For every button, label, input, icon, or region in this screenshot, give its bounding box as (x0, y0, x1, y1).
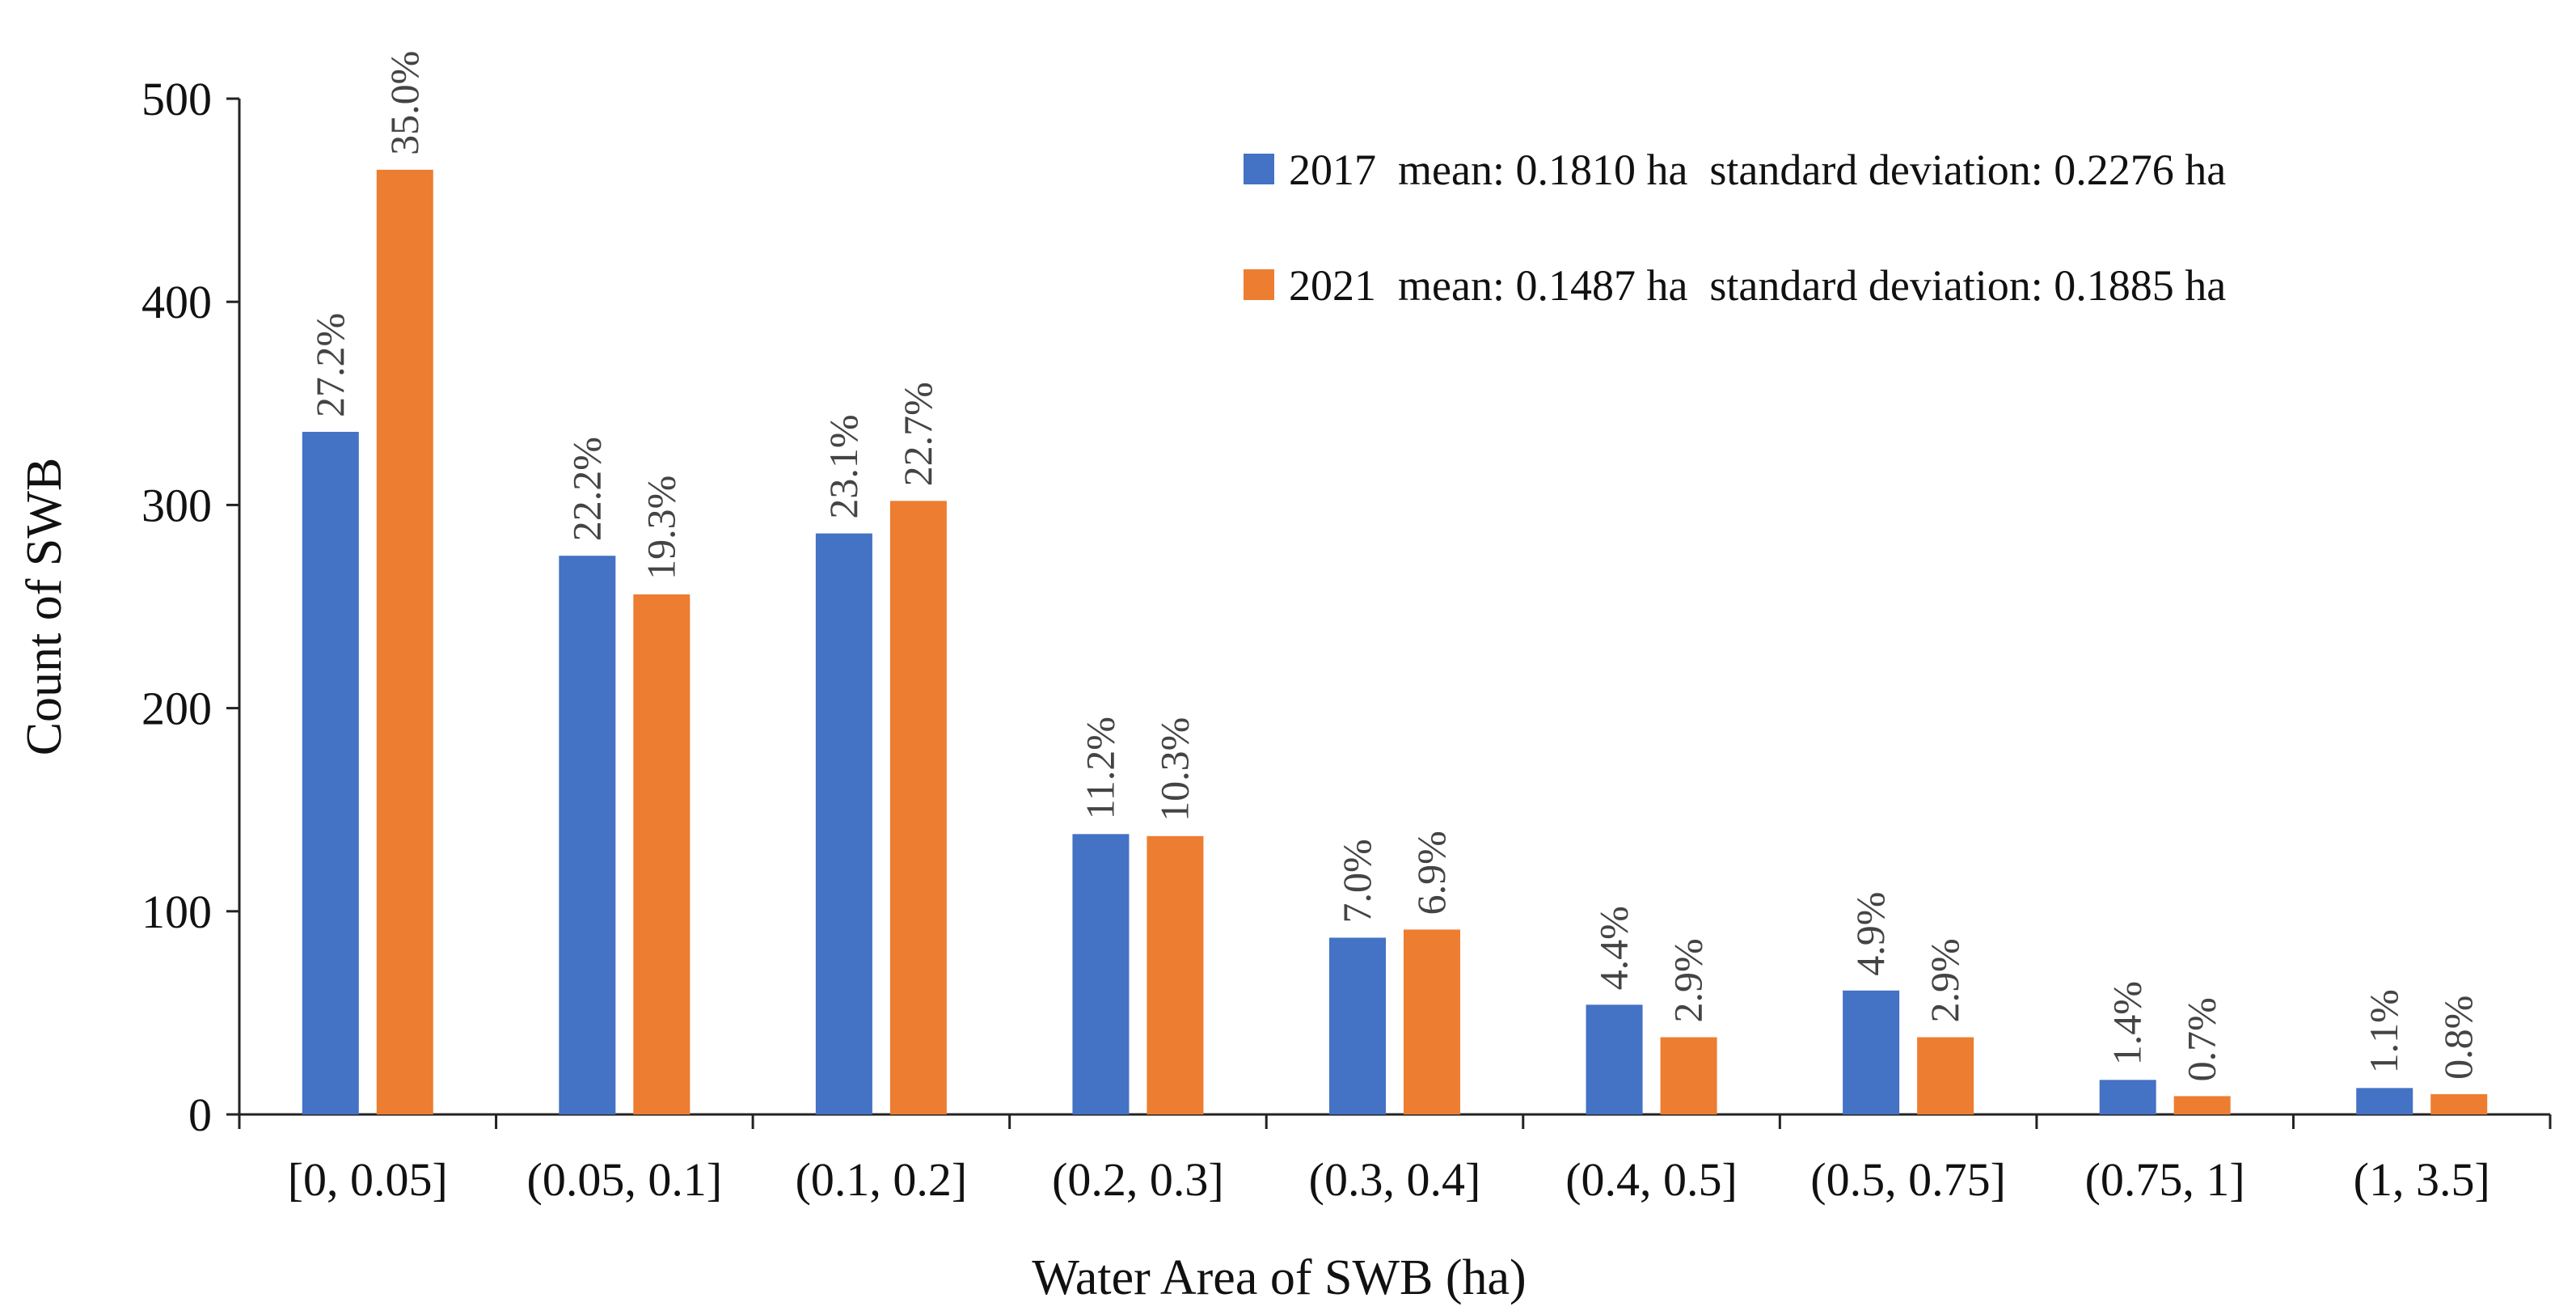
bar-2017-0 (302, 431, 359, 1114)
legend-label-2021: 2021 mean: 0.1487 ha standard deviation:… (1289, 261, 2226, 310)
y-axis-title: Count of SWB (17, 458, 72, 756)
legend-swatch-2021 (1244, 269, 1274, 300)
bar-2021-2 (889, 501, 947, 1114)
bar-2021-1 (633, 594, 690, 1114)
x-tick-label-1: (0.05, 0.1] (527, 1153, 723, 1206)
data-labels-group: 27.2% 35.0% 22.2% 19.3% 23.1% 22.7% 11.2% 10.3%… (307, 51, 2481, 1082)
data-label-2021-0: 35.0% (382, 51, 427, 155)
x-axis: [0, 0.05] (0.05, 0.1] (0.1, 0.2] (0.2, 0.3]… (238, 1113, 2552, 1206)
x-tick-label-7: (0.75, 1] (2085, 1153, 2245, 1206)
bar-2017-4 (1329, 937, 1386, 1114)
bar-2021-0 (376, 169, 433, 1114)
x-tick-label-8: (1, 3.5] (2354, 1153, 2490, 1206)
bar-2021-4 (1404, 929, 1460, 1114)
y-tick-label-200: 200 (141, 683, 212, 735)
data-label-2021-3: 10.3% (1151, 717, 1197, 822)
bar-2021-7 (2173, 1096, 2231, 1114)
y-tick-label-500: 500 (141, 73, 212, 125)
bar-2017-2 (815, 533, 872, 1114)
y-tick-label-0: 0 (188, 1089, 212, 1141)
data-label-2021-1: 19.3% (638, 476, 683, 580)
data-label-2021-4: 6.9% (1408, 831, 1454, 915)
x-tick-label-3: (0.2, 0.3] (1052, 1153, 1224, 1206)
x-tick-label-6: (0.5, 0.75] (1810, 1153, 2006, 1206)
bar-2017-5 (1586, 1004, 1643, 1114)
x-axis-title: Water Area of SWB (ha) (1032, 1250, 1526, 1305)
data-label-2017-5: 4.4% (1591, 906, 1636, 990)
data-label-2021-6: 2.9% (1922, 938, 1967, 1022)
data-label-2017-1: 22.2% (564, 437, 609, 541)
bar-2017-1 (559, 556, 616, 1114)
x-tick-label-4: (0.3, 0.4] (1309, 1153, 1481, 1206)
bar-2017-8 (2356, 1088, 2413, 1114)
x-tick-label-5: (0.4, 0.5] (1565, 1153, 1738, 1206)
bar-2021-5 (1660, 1037, 1717, 1114)
data-label-2021-2: 22.7% (895, 382, 940, 486)
y-tick-label-100: 100 (141, 886, 212, 938)
bar-2021-6 (1917, 1037, 1974, 1114)
legend-swatch-2017 (1244, 154, 1274, 184)
bar-2021-3 (1147, 835, 1204, 1114)
x-tick-label-0: [0, 0.05] (288, 1153, 448, 1206)
data-label-2017-6: 4.9% (1848, 892, 1893, 976)
bar-2017-3 (1072, 834, 1130, 1114)
data-label-2021-8: 0.8% (2435, 996, 2481, 1080)
legend-label-2017: 2017 mean: 0.1810 ha standard deviation:… (1289, 146, 2226, 194)
bar-2017-6 (1843, 990, 1900, 1114)
data-label-2017-2: 23.1% (821, 414, 866, 518)
y-tick-label-400: 400 (141, 276, 212, 328)
bar-2017-7 (2099, 1080, 2156, 1114)
bars-group (302, 169, 2488, 1114)
data-label-2021-5: 2.9% (1666, 938, 1711, 1022)
y-axis: 0 100 200 300 400 500 (141, 73, 241, 1141)
y-tick-label-300: 300 (141, 479, 212, 531)
data-label-2021-7: 0.7% (2179, 997, 2224, 1081)
data-label-2017-0: 27.2% (307, 313, 353, 417)
bar-2021-8 (2430, 1093, 2488, 1114)
data-label-2017-3: 11.2% (1077, 717, 1122, 819)
data-label-2017-4: 7.0% (1334, 839, 1379, 923)
data-label-2017-8: 1.1% (2361, 989, 2406, 1073)
legend: 2017 mean: 0.1810 ha standard deviation:… (1244, 146, 2226, 310)
data-label-2017-7: 1.4% (2105, 981, 2150, 1065)
x-tick-label-2: (0.1, 0.2] (796, 1153, 968, 1206)
